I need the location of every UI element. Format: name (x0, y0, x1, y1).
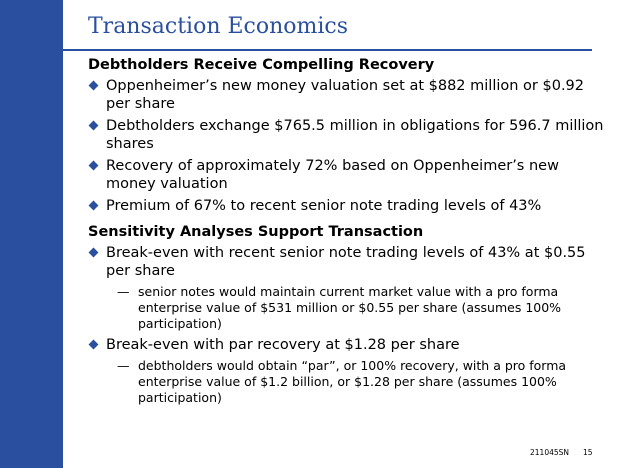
dash-marker: — (117, 358, 130, 373)
bullet-text: Break-even with par recovery at $1.28 pe… (106, 337, 460, 353)
bullet-text: Debtholders exchange $765.5 million in o… (106, 118, 604, 152)
section-heading-sensitivity: Sensitivity Analyses Support Transaction (88, 224, 424, 240)
section-heading-recovery: Debtholders Receive Compelling Recovery (88, 57, 435, 73)
sub-bullet-text: senior notes would maintain current mark… (138, 284, 562, 331)
diamond-bullet-icon (88, 247, 99, 258)
bullet-text: Break-even with recent senior note tradi… (106, 245, 586, 279)
diamond-bullet-icon (88, 80, 99, 91)
bullet-text: Oppenheimer’s new money valuation set at… (106, 78, 585, 112)
diamond-bullet-icon (88, 339, 99, 350)
title-rule (20, 49, 592, 51)
bullet-item: Break-even with recent senior note tradi… (88, 244, 608, 280)
dash-marker: — (117, 284, 130, 299)
bullet-item: Recovery of approximately 72% based on O… (88, 157, 608, 193)
sub-bullet-item: — senior notes would maintain current ma… (88, 284, 608, 332)
bullet-item: Break-even with par recovery at $1.28 pe… (88, 336, 608, 354)
sub-bullet-text: debtholders would obtain “par”, or 100% … (138, 358, 567, 405)
bullet-item: Debtholders exchange $765.5 million in o… (88, 117, 608, 153)
slide-content: Debtholders Receive Compelling Recovery … (88, 56, 608, 410)
bullet-item: Oppenheimer’s new money valuation set at… (88, 77, 608, 113)
diamond-bullet-icon (88, 200, 99, 211)
bullet-item: Premium of 67% to recent senior note tra… (88, 197, 608, 215)
bullet-text: Recovery of approximately 72% based on O… (106, 158, 559, 192)
sub-bullet-item: — debtholders would obtain “par”, or 100… (88, 358, 608, 406)
page-number: 15 (583, 448, 593, 457)
slide-title: Transaction Economics (88, 14, 349, 39)
bullet-text: Premium of 67% to recent senior note tra… (106, 198, 542, 214)
sidebar-band (0, 0, 63, 468)
diamond-bullet-icon (88, 120, 99, 131)
document-code: 211045SN (530, 448, 570, 457)
diamond-bullet-icon (88, 160, 99, 171)
